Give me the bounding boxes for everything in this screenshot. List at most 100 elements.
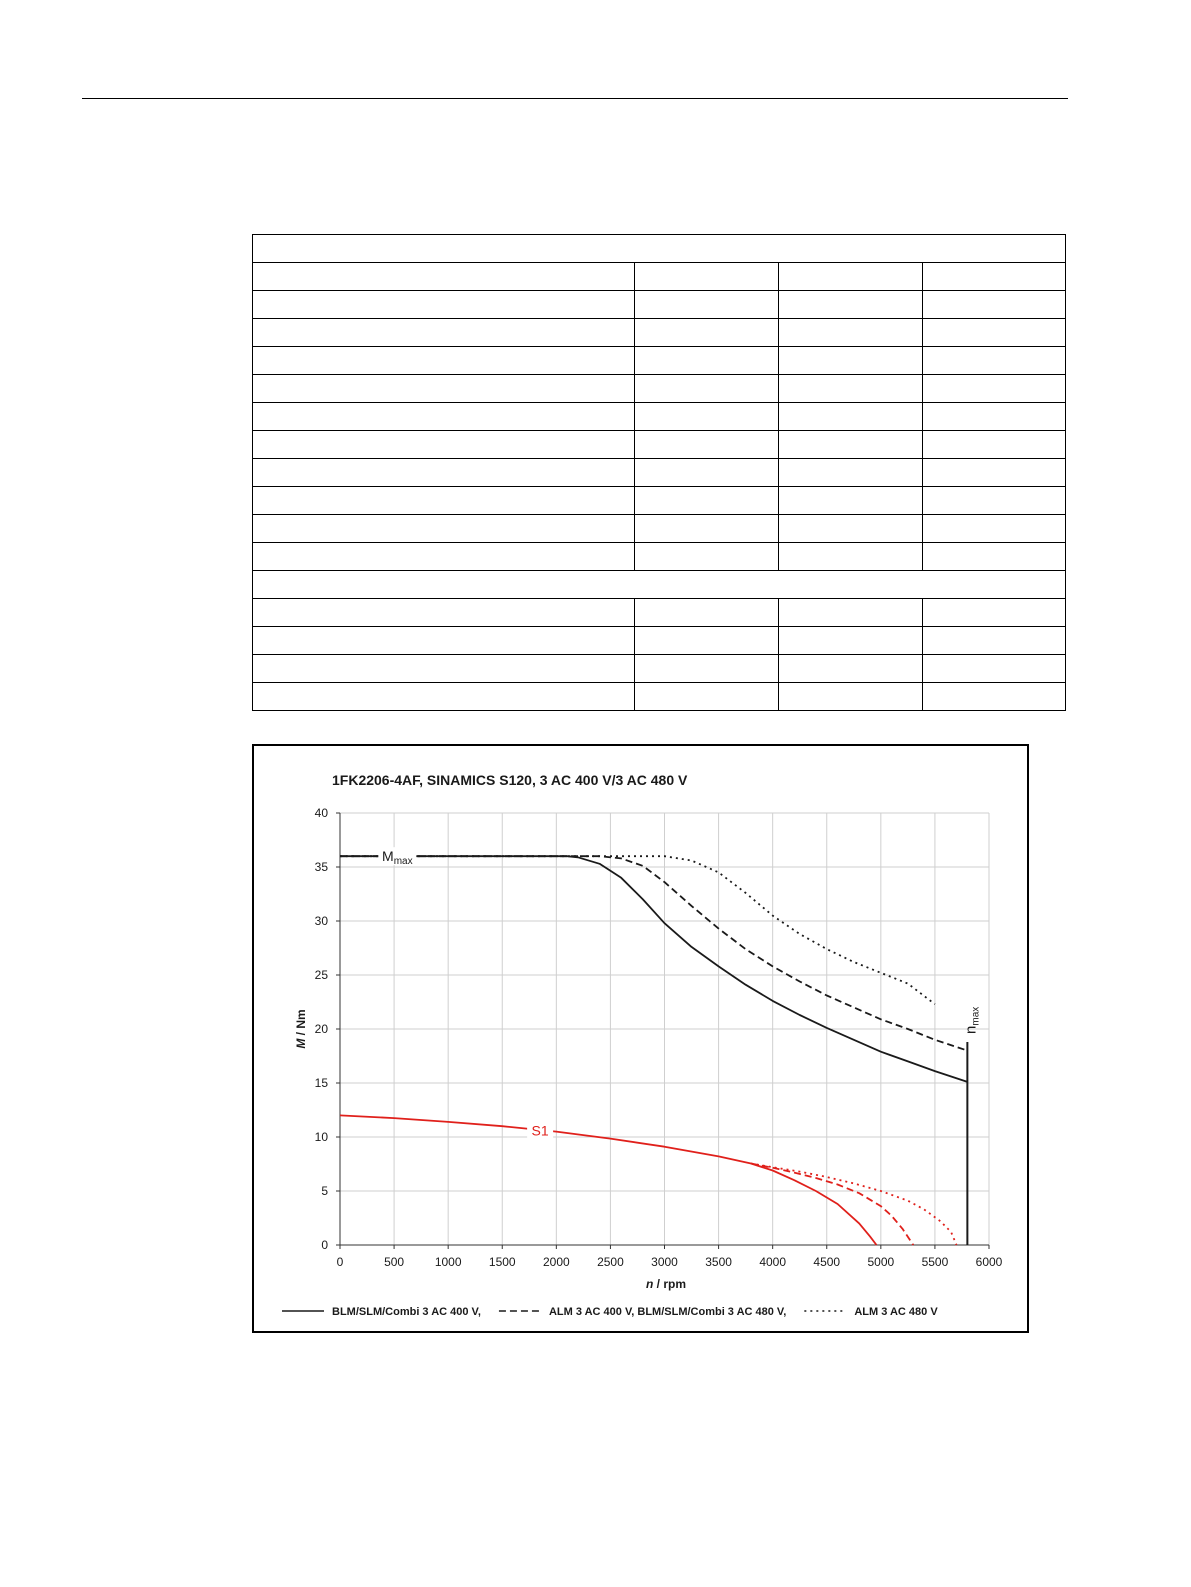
y-axis-label: M / Nm [294, 1009, 308, 1048]
table-cell [634, 626, 779, 655]
table-row [252, 486, 1066, 515]
table-cell [252, 374, 635, 403]
table-cell [252, 570, 1066, 599]
x-tick-label: 6000 [976, 1255, 1003, 1269]
x-tick-label: 1000 [435, 1255, 462, 1269]
table-cell [634, 654, 779, 683]
data-table [252, 234, 1066, 711]
table-row [252, 514, 1066, 543]
chart-title: 1FK2206-4AF, SINAMICS S120, 3 AC 400 V/3… [332, 772, 688, 788]
x-tick-label: 2000 [543, 1255, 570, 1269]
table-row [252, 542, 1066, 571]
table-cell [634, 346, 779, 375]
annotation: Mmax [378, 847, 417, 867]
x-tick-label: 4500 [813, 1255, 840, 1269]
table-cell [778, 430, 923, 459]
annotation: S1 [527, 1121, 554, 1140]
table-cell [252, 318, 635, 347]
table-cell [634, 374, 779, 403]
x-tick-label: 5000 [867, 1255, 894, 1269]
table-cell [778, 682, 923, 711]
table-cell [634, 290, 779, 319]
table-cell [922, 458, 1066, 487]
y-tick-label: 40 [315, 806, 329, 820]
series [339, 855, 969, 1246]
series-line-s1-solid [339, 1114, 878, 1246]
x-tick-label: 4000 [759, 1255, 786, 1269]
annotations: Mmax S1 nmax [378, 847, 982, 1140]
table-cell [778, 346, 923, 375]
table-cell [252, 290, 635, 319]
table-row [252, 234, 1066, 263]
annotation-sub: max [394, 856, 413, 867]
legend-label: BLM/SLM/Combi 3 AC 400 V, [332, 1306, 481, 1318]
annotation-label: nmax [963, 1007, 982, 1034]
table-row [252, 318, 1066, 347]
annotation-bg [378, 847, 417, 866]
table-cell [922, 290, 1066, 319]
table-cell [922, 374, 1066, 403]
data-table-body [252, 234, 1066, 711]
annotation-main: M [382, 848, 394, 864]
x-tick-label: 2500 [597, 1255, 624, 1269]
annotation: nmax [963, 1007, 982, 1034]
table-cell [252, 542, 635, 571]
table-cell [922, 598, 1066, 627]
table-cell [778, 654, 923, 683]
table-cell [252, 346, 635, 375]
table-cell [252, 654, 635, 683]
table-row [252, 458, 1066, 487]
x-axis-label-unit: / rpm [653, 1277, 686, 1291]
table-cell [252, 486, 635, 515]
table-cell [922, 262, 1066, 291]
series-line-max-dashed [340, 855, 968, 1052]
table-cell [634, 430, 779, 459]
table-cell [922, 402, 1066, 431]
table-cell [634, 262, 779, 291]
table-cell [922, 486, 1066, 515]
table-cell [252, 430, 635, 459]
table-cell [778, 542, 923, 571]
table-cell [252, 598, 635, 627]
table-row [252, 346, 1066, 375]
annotation-main: S1 [532, 1123, 549, 1139]
table-cell [922, 626, 1066, 655]
table-cell [252, 262, 635, 291]
table-cell [778, 626, 923, 655]
series-line-s1-dashed [750, 1162, 915, 1246]
y-tick-label: 5 [321, 1184, 328, 1198]
table-cell [778, 598, 923, 627]
table-cell [778, 514, 923, 543]
table-row [252, 570, 1066, 599]
table-cell [778, 374, 923, 403]
grid [339, 812, 990, 1246]
table-cell [252, 626, 635, 655]
y-tick-label: 20 [315, 1022, 329, 1036]
legend-label: ALM 3 AC 400 V, BLM/SLM/Combi 3 AC 480 V… [549, 1306, 786, 1318]
annotation-label: S1 [532, 1123, 549, 1139]
table-cell [922, 654, 1066, 683]
table-row [252, 262, 1066, 291]
x-tick-label: 0 [337, 1255, 344, 1269]
table-cell [778, 402, 923, 431]
table-row [252, 682, 1066, 711]
x-tick-label: 500 [384, 1255, 404, 1269]
x-tick-label: 3500 [705, 1255, 732, 1269]
table-row [252, 430, 1066, 459]
table-cell [252, 458, 635, 487]
table-cell [778, 458, 923, 487]
y-tick-label: 25 [315, 968, 329, 982]
table-cell [252, 402, 635, 431]
legend: BLM/SLM/Combi 3 AC 400 V, ALM 3 AC 400 V,… [282, 1306, 938, 1318]
table-row [252, 402, 1066, 431]
table-cell [778, 486, 923, 515]
x-tick-label: 5500 [922, 1255, 949, 1269]
table-row [252, 626, 1066, 655]
legend-label: ALM 3 AC 480 V [854, 1306, 938, 1318]
annotation-sub: max [971, 1007, 982, 1026]
table-cell [922, 430, 1066, 459]
table-cell [634, 402, 779, 431]
y-tick-label: 30 [315, 914, 329, 928]
chart-canvas: 1FK2206-4AF, SINAMICS S120, 3 AC 400 V/3… [282, 772, 1003, 1318]
series-line-s1-dotted [750, 1162, 958, 1246]
